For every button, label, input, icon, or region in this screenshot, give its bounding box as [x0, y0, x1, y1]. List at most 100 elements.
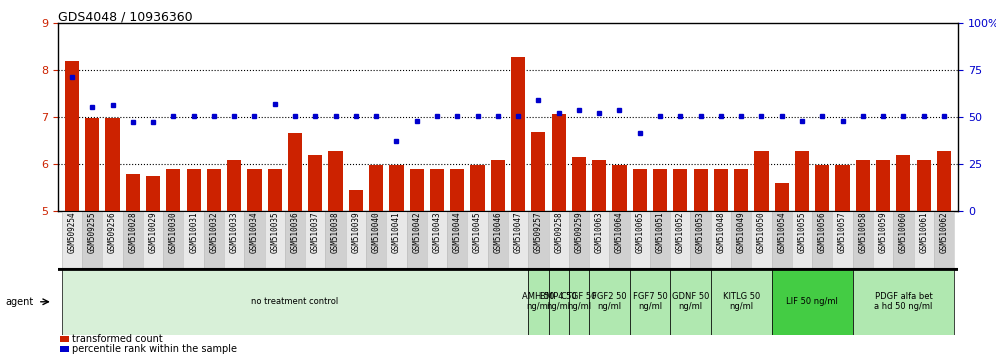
Bar: [836, 165, 850, 211]
Bar: [467, 211, 488, 269]
Bar: [731, 211, 751, 269]
Bar: [893, 211, 913, 269]
Text: GSM510057: GSM510057: [838, 212, 847, 253]
Bar: [447, 211, 467, 269]
Bar: [592, 160, 607, 211]
Bar: [711, 211, 731, 269]
Bar: [792, 211, 812, 269]
Text: GSM510033: GSM510033: [230, 212, 239, 253]
Bar: [812, 211, 833, 269]
Bar: [60, 346, 69, 352]
Bar: [268, 169, 282, 211]
Bar: [711, 269, 772, 335]
Bar: [872, 211, 893, 269]
Text: GSM510047: GSM510047: [514, 212, 523, 253]
Bar: [329, 150, 343, 211]
Bar: [285, 211, 305, 269]
Bar: [450, 169, 464, 211]
Bar: [754, 150, 769, 211]
Bar: [207, 169, 221, 211]
Bar: [569, 211, 589, 269]
Text: GSM510058: GSM510058: [859, 212, 868, 253]
Bar: [653, 169, 667, 211]
Text: GSM510030: GSM510030: [169, 212, 178, 253]
Text: GSM510045: GSM510045: [473, 212, 482, 253]
Text: GSM510032: GSM510032: [209, 212, 218, 253]
Text: no treatment control: no treatment control: [251, 297, 339, 306]
Text: GSM510039: GSM510039: [352, 212, 361, 253]
Text: GSM510060: GSM510060: [899, 212, 908, 253]
Bar: [123, 211, 143, 269]
Text: GSM510062: GSM510062: [939, 212, 948, 253]
Bar: [125, 174, 139, 211]
Text: GSM510051: GSM510051: [655, 212, 664, 253]
Bar: [409, 169, 424, 211]
Text: GDS4048 / 10936360: GDS4048 / 10936360: [58, 11, 192, 24]
Bar: [491, 160, 505, 211]
Bar: [349, 189, 363, 211]
Bar: [629, 211, 650, 269]
Text: GSM510054: GSM510054: [777, 212, 786, 253]
Bar: [589, 269, 629, 335]
Bar: [673, 169, 687, 211]
Text: GSM509259: GSM509259: [575, 212, 584, 253]
Bar: [62, 269, 528, 335]
Text: GSM509255: GSM509255: [88, 212, 97, 253]
Text: GSM510043: GSM510043: [432, 212, 441, 253]
Bar: [853, 269, 954, 335]
Bar: [650, 211, 670, 269]
Bar: [549, 269, 569, 335]
Bar: [856, 160, 870, 211]
Bar: [265, 211, 285, 269]
Bar: [934, 211, 954, 269]
Text: GSM510049: GSM510049: [737, 212, 746, 253]
Bar: [82, 211, 103, 269]
Bar: [103, 211, 123, 269]
Text: AMH 50
ng/ml: AMH 50 ng/ml: [522, 292, 555, 312]
Text: PDGF alfa bet
a hd 50 ng/ml: PDGF alfa bet a hd 50 ng/ml: [874, 292, 932, 312]
Bar: [670, 211, 690, 269]
Text: GSM509256: GSM509256: [108, 212, 117, 253]
Text: GSM510038: GSM510038: [331, 212, 340, 253]
Bar: [714, 169, 728, 211]
Bar: [853, 211, 872, 269]
Text: GSM510063: GSM510063: [595, 212, 604, 253]
Bar: [772, 269, 853, 335]
Text: GSM509257: GSM509257: [534, 212, 543, 253]
Text: GSM510052: GSM510052: [676, 212, 685, 253]
Bar: [346, 211, 366, 269]
Text: GSM510061: GSM510061: [919, 212, 928, 253]
Text: GSM510056: GSM510056: [818, 212, 827, 253]
Bar: [247, 169, 262, 211]
Text: KITLG 50
ng/ml: KITLG 50 ng/ml: [722, 292, 760, 312]
Bar: [610, 211, 629, 269]
Bar: [106, 118, 120, 211]
Bar: [65, 62, 79, 211]
Text: transformed count: transformed count: [72, 334, 162, 344]
Text: GDNF 50
ng/ml: GDNF 50 ng/ml: [671, 292, 709, 312]
Bar: [326, 211, 346, 269]
Bar: [488, 211, 508, 269]
Bar: [166, 169, 180, 211]
Text: GSM510042: GSM510042: [412, 212, 421, 253]
Bar: [227, 160, 241, 211]
Bar: [734, 169, 748, 211]
Text: GSM510031: GSM510031: [189, 212, 198, 253]
Bar: [386, 211, 406, 269]
Bar: [528, 269, 549, 335]
Bar: [366, 211, 386, 269]
Bar: [913, 211, 934, 269]
Text: CTGF 50
ng/ml: CTGF 50 ng/ml: [562, 292, 597, 312]
Bar: [470, 165, 485, 211]
Bar: [62, 211, 82, 269]
Text: GSM510028: GSM510028: [128, 212, 137, 253]
Bar: [370, 165, 383, 211]
Text: GSM510034: GSM510034: [250, 212, 259, 253]
Bar: [528, 211, 549, 269]
Bar: [613, 165, 626, 211]
Text: GSM510036: GSM510036: [291, 212, 300, 253]
Bar: [549, 211, 569, 269]
Bar: [552, 114, 566, 211]
Text: GSM510044: GSM510044: [453, 212, 462, 253]
Bar: [690, 211, 711, 269]
